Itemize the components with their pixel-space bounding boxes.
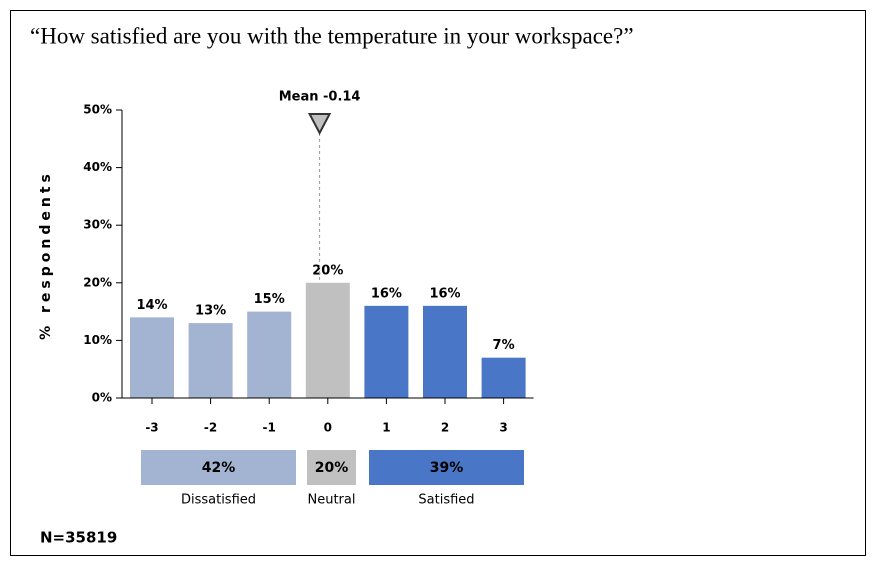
chart-title: “How satisfied are you with the temperat…	[30, 23, 634, 48]
group-value: 20%	[315, 460, 349, 476]
bar	[247, 311, 292, 398]
value-label: 13%	[195, 304, 226, 319]
group-box	[369, 450, 524, 485]
x-tick-label: 3	[499, 421, 507, 435]
x-tick-label: -1	[263, 421, 276, 435]
mean-marker	[307, 113, 332, 136]
bar	[188, 323, 233, 398]
x-tick-label: -3	[145, 421, 158, 435]
value-label: 7%	[493, 338, 515, 353]
value-label: 20%	[312, 263, 343, 278]
value-label: 16%	[429, 286, 460, 301]
x-tick-label: 0	[324, 421, 332, 435]
group-value: 39%	[430, 460, 464, 476]
value-label: 16%	[371, 286, 402, 301]
y-tick-label: 30%	[83, 218, 112, 232]
x-tick-label: -2	[204, 421, 217, 435]
x-tick-label: 2	[441, 421, 449, 435]
bar	[364, 305, 409, 398]
bar	[423, 305, 467, 398]
bar	[130, 317, 174, 398]
group-value: 42%	[202, 460, 236, 476]
n-label: N=35819	[40, 529, 117, 547]
y-tick-label: 10%	[83, 333, 112, 347]
bar	[305, 282, 350, 398]
x-tick-label: 1	[382, 421, 390, 435]
mean-label: Mean -0.14	[279, 90, 361, 105]
y-tick-label: 20%	[83, 275, 112, 289]
group-box	[307, 450, 356, 485]
value-label: 14%	[136, 298, 167, 313]
group-box	[141, 450, 296, 485]
y-tick-label: 0%	[92, 391, 112, 405]
group-name: Satisfied	[418, 493, 474, 508]
frame	[10, 10, 866, 556]
value-label: 15%	[254, 292, 285, 307]
bar	[481, 357, 526, 398]
y-tick-label: 50%	[83, 103, 112, 117]
group-name: Neutral	[308, 493, 356, 508]
group-name: Dissatisfied	[181, 493, 256, 508]
y-tick-label: 40%	[83, 160, 112, 174]
y-axis-label: % respondents	[38, 170, 54, 340]
